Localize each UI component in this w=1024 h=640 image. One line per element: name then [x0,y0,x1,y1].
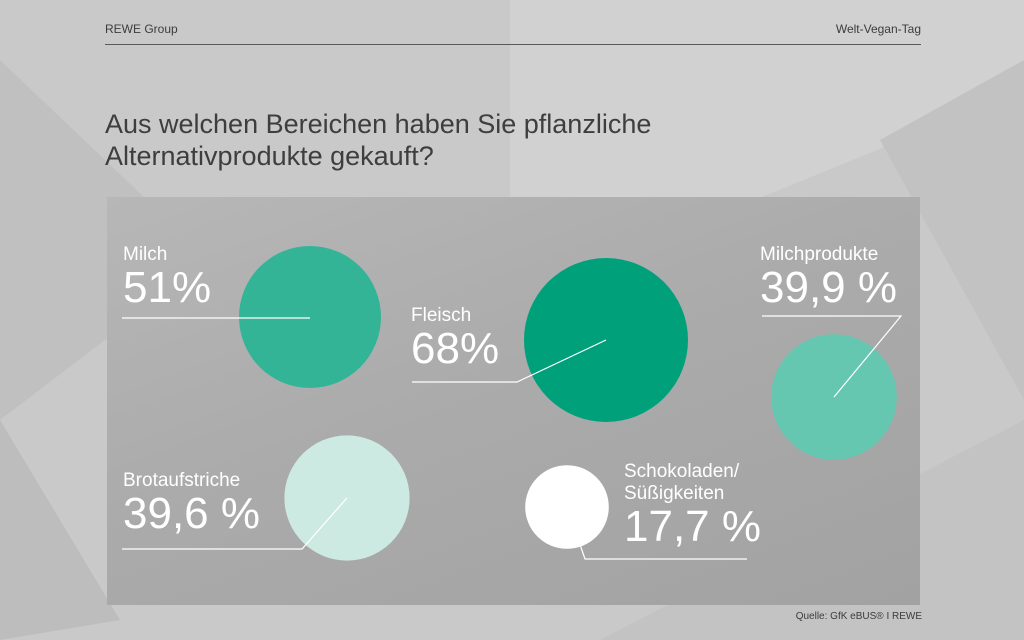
label-milch: Milch 51% [123,244,211,310]
source-note: Quelle: GfK eBUS® I REWE [795,611,922,622]
label-milchprodukte: Milchprodukte 39,9 % [760,244,897,310]
label-brotaufstriche: Brotaufstriche 39,6 % [123,470,260,536]
category-schokolade-line-1: Schokoladen/ [624,461,740,482]
leader-line-5 [566,506,747,560]
topic-label: Welt-Vegan-Tag [835,22,921,36]
leader-line-4 [122,497,348,550]
category-milchprodukte: Milchprodukte [760,244,879,265]
bubble-milch [239,246,381,388]
value-milch: 51% [123,263,212,312]
brand-name: REWE Group [105,22,178,36]
leader-line-3 [762,315,903,398]
leader-line-2 [412,339,607,383]
bubble-chart [122,246,903,561]
value-milchprodukte: 39,9 % [760,263,897,312]
category-schokolade-line-2: Süßigkeiten [624,483,725,504]
category-brotaufstriche: Brotaufstriche [123,470,241,491]
value-schokolade: 17,7 % [624,502,761,551]
label-fleisch: Fleisch 68% [411,305,499,371]
category-fleisch: Fleisch [411,305,472,326]
title-line-2: Alternativprodukte gekauft? [105,141,434,171]
category-milch: Milch [123,244,168,265]
value-fleisch: 68% [411,324,500,373]
title-line-1: Aus welchen Bereichen haben Sie pflanzli… [105,109,652,139]
value-brotaufstriche: 39,6 % [123,489,260,538]
page-title: Aus welchen Bereichen haben Sie pflanzli… [105,108,865,172]
label-schokolade: Schokoladen/ Süßigkeiten 17,7 % [624,461,761,549]
header-bar: REWE Group Welt-Vegan-Tag [105,18,921,45]
